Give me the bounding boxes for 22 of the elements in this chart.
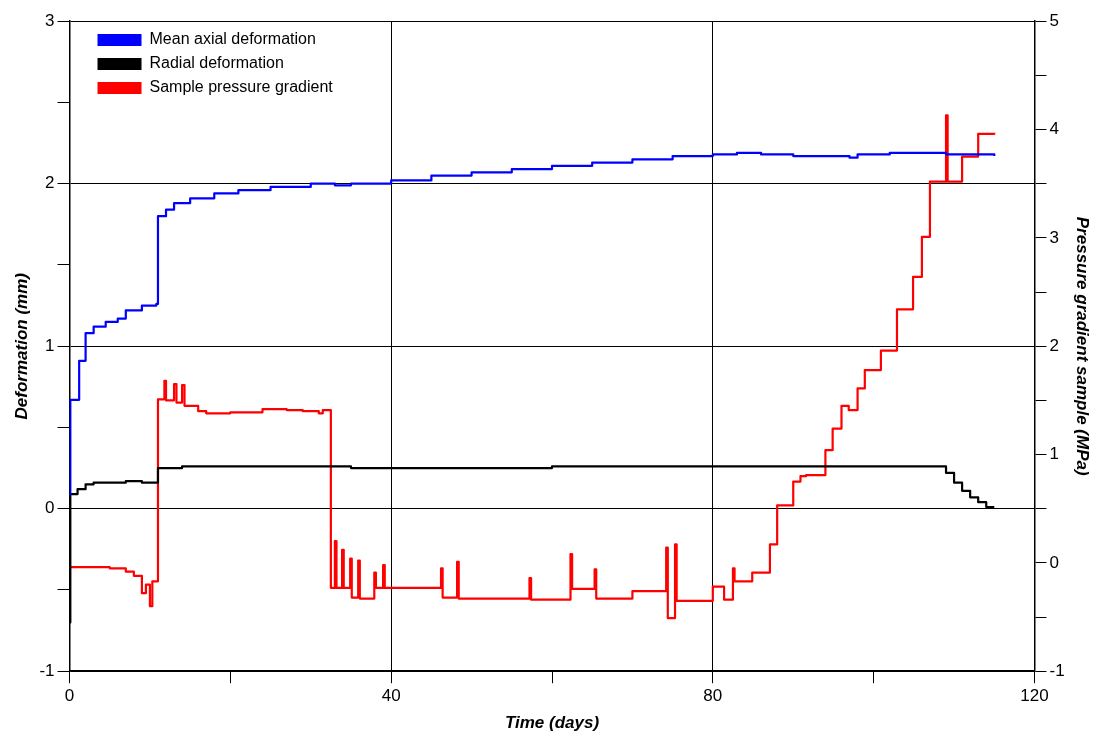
legend-label: Mean axial deformation bbox=[149, 30, 316, 48]
legend-label: Radial deformation bbox=[149, 54, 284, 72]
y-axis-title: Deformation (mm) bbox=[11, 272, 31, 420]
y2-tick-label: -1 bbox=[1049, 660, 1065, 680]
y2-tick-label: 0 bbox=[1049, 552, 1059, 572]
y-tick-label: -1 bbox=[39, 660, 55, 680]
x-tick-label: 0 bbox=[64, 686, 75, 706]
y2-tick-label: 5 bbox=[1049, 10, 1059, 30]
x-tick-label: 80 bbox=[703, 686, 723, 706]
y2-tick-label: 1 bbox=[1049, 444, 1059, 464]
y2-axis-title: Pressure gradient sample (MPa) bbox=[1073, 216, 1093, 476]
x-tick-label: 40 bbox=[381, 686, 401, 706]
y2-tick-label: 4 bbox=[1049, 119, 1059, 139]
legend-label: Sample pressure gradient bbox=[149, 78, 334, 96]
x-axis-title: Time (days) bbox=[504, 713, 600, 733]
y-tick-label: 1 bbox=[45, 335, 55, 355]
y-tick-label: 3 bbox=[45, 10, 55, 30]
x-tick-label: 120 bbox=[1020, 686, 1049, 706]
y-tick-label: 2 bbox=[45, 173, 55, 193]
y2-tick-label: 3 bbox=[1049, 227, 1059, 247]
y-tick-label: 0 bbox=[45, 498, 55, 518]
y2-tick-label: 2 bbox=[1049, 335, 1059, 355]
